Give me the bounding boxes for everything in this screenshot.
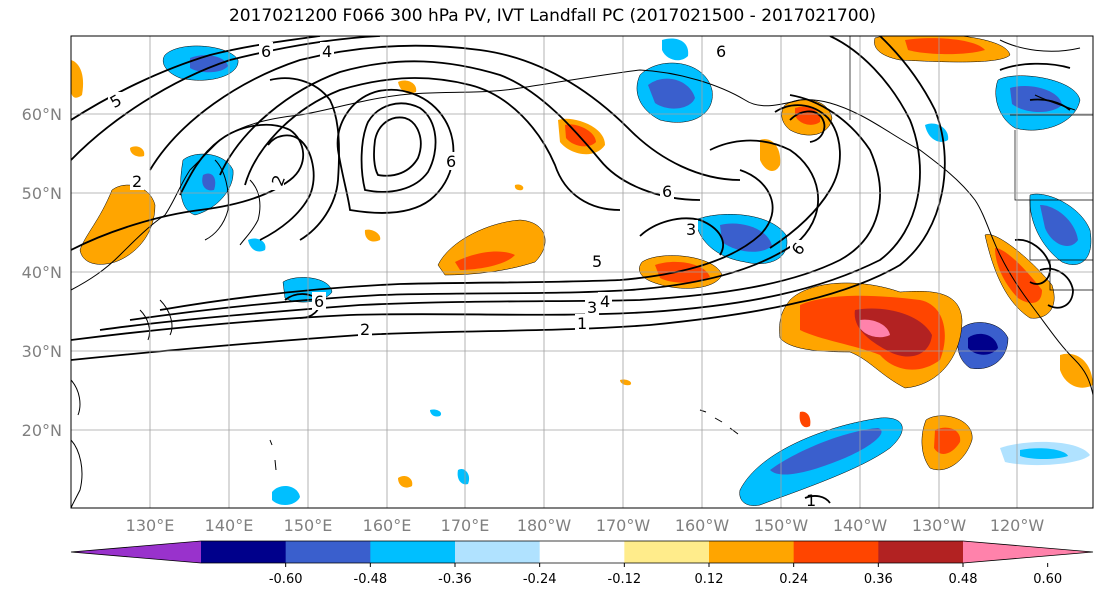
contour-label: 2 xyxy=(360,320,370,339)
contour-label: 2 xyxy=(132,172,142,191)
colorbar-tick-label: -0.60 xyxy=(269,572,303,587)
contour-label: 1 xyxy=(806,491,816,510)
colorbar-bin xyxy=(624,541,710,563)
contour-label: 6 xyxy=(716,42,726,61)
lat-label: 60°N xyxy=(22,105,62,124)
colorbar-tick-label: -0.24 xyxy=(523,572,557,587)
colorbar-tick-label: 0.24 xyxy=(779,572,808,587)
lat-label: 20°N xyxy=(22,421,62,440)
contour-label: 4 xyxy=(600,292,610,311)
graticule xyxy=(71,36,1093,508)
contour-label: 6 xyxy=(261,42,271,61)
colorbar-bin xyxy=(201,541,287,563)
lon-label: 130°W xyxy=(912,516,967,535)
contour-label: 4 xyxy=(322,42,332,61)
colorbar-extend-low xyxy=(71,541,201,563)
map-border xyxy=(70,35,1094,509)
lon-label: 160°W xyxy=(675,516,730,535)
latitude-labels: 60°N 50°N 40°N 30°N 20°N xyxy=(22,105,62,440)
contour-label: 3 xyxy=(587,298,597,317)
colorbar-bin xyxy=(285,541,371,563)
colorbar: -0.60 -0.48 -0.36 -0.24 -0.12 0.12 0.24 0.36 0.4… xyxy=(70,540,1094,587)
lon-label: 160°E xyxy=(363,516,412,535)
lat-label: 30°N xyxy=(22,342,62,361)
contour-label: 6 xyxy=(662,182,672,201)
colorbar-extend-high xyxy=(963,541,1093,563)
longitude-labels: 130°E 140°E 150°E 160°E 170°E 180°W 170°… xyxy=(126,516,1045,535)
lat-label: 40°N xyxy=(22,263,62,282)
lon-label: 180°W xyxy=(517,516,572,535)
lon-label: 130°E xyxy=(126,516,175,535)
lat-label: 50°N xyxy=(22,184,62,203)
colorbar-bin xyxy=(370,541,456,563)
contour-label: 6 xyxy=(314,292,324,311)
lon-label: 150°E xyxy=(284,516,333,535)
lon-label: 170°W xyxy=(596,516,651,535)
colorbar-tick-label: -0.36 xyxy=(438,572,472,587)
colorbar-bin xyxy=(793,541,879,563)
colorbar-tick-label: 0.36 xyxy=(864,572,893,587)
contour-label: 5 xyxy=(592,252,602,271)
colorbar-bin xyxy=(539,541,625,563)
contour-label: 3 xyxy=(686,220,696,239)
pv-contours xyxy=(71,36,1074,504)
colorbar-tick-label: 0.48 xyxy=(949,572,978,587)
colorbar-bin xyxy=(455,541,541,563)
colorbar-tick-label: 0.60 xyxy=(1033,572,1062,587)
contour-label: 1 xyxy=(577,314,587,333)
colorbar-ticks: -0.60 -0.48 -0.36 -0.24 -0.12 0.12 0.24 0.36 0.4… xyxy=(269,563,1062,587)
lon-label: 150°W xyxy=(754,516,809,535)
colorbar-tick-label: -0.48 xyxy=(354,572,388,587)
colorbar-tick-label: -0.12 xyxy=(608,572,642,587)
colorbar-segments xyxy=(70,540,1094,564)
colorbar-outline xyxy=(70,540,1094,564)
colorbar-bin xyxy=(878,541,964,563)
lon-label: 140°E xyxy=(205,516,254,535)
contour-labels: 5 4 6 6 2 2 3 5 6 6 6 4 3 2 xyxy=(107,42,816,510)
contour-label: 6 xyxy=(446,152,456,171)
map-title: 2017021200 F066 300 hPa PV, IVT Landfall… xyxy=(228,6,876,26)
lon-label: 140°W xyxy=(833,516,888,535)
colorbar-bin xyxy=(709,541,795,563)
lon-label: 170°E xyxy=(441,516,490,535)
colorbar-tick-label: 0.12 xyxy=(695,572,724,587)
lon-label: 120°W xyxy=(990,516,1045,535)
